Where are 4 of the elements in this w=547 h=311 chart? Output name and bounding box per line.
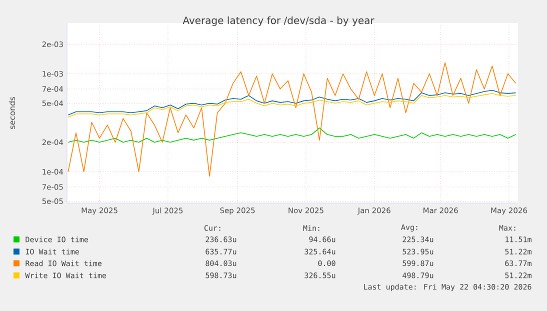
line-series <box>68 128 516 143</box>
line-series <box>68 62 516 177</box>
y-axis-title: seconds <box>8 97 16 129</box>
chart-title: Average latency for /dev/sda - by year <box>182 16 374 26</box>
